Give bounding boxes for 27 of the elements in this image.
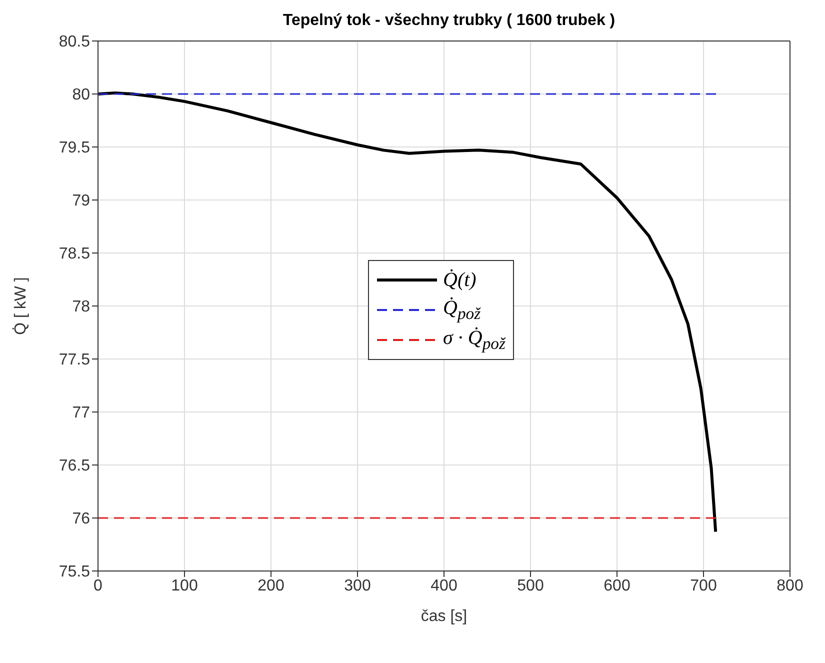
legend-label: σ · Q̇$_{pož}$ [443,326,506,354]
y-tick-label: 80.5 [58,34,90,51]
chart-title: Tepelný tok - všechny trubky ( 1600 trubek ) [282,12,616,30]
y-tick-label: 75.5 [58,564,90,581]
y-tick-label: 79 [72,192,90,210]
legend-label: Q̇(t) [443,268,476,292]
x-tick-label: 700 [690,577,717,594]
x-tick-label: 0 [94,577,103,594]
legend-label: Q̇$_{pož}$ [443,296,481,324]
x-tick-label: 500 [517,577,544,594]
y-tick-label: 76 [72,510,90,528]
y-axis-title: Q̇ [ kW ] [11,277,30,335]
x-tick-label: 400 [430,577,458,594]
x-tick-label: 100 [171,577,198,594]
y-tick-label: 79.5 [58,140,90,157]
line-series [98,91,718,534]
y-tick-label: 77.5 [58,352,90,369]
x-axis-title: čas [s] [420,608,468,625]
y-tick-label: 78 [72,298,90,316]
y-tick-label: 78.5 [58,246,90,263]
x-tick-label: 300 [344,577,371,594]
x-tick-label: 800 [776,577,804,594]
x-tick-label: 600 [604,577,630,594]
x-tick-label: 200 [258,577,284,594]
y-tick-label: 80 [72,86,90,104]
y-tick-label: 77 [72,404,90,422]
y-tick-label: 76.5 [58,458,90,475]
